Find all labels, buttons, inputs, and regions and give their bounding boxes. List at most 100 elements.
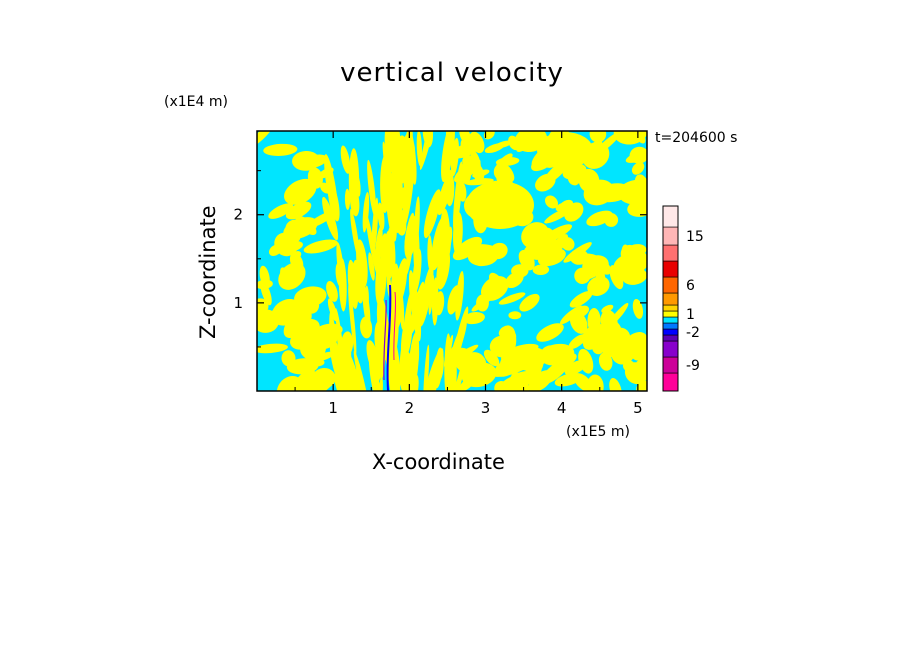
positive-velocity-patch [545, 195, 558, 209]
positive-velocity-patch [394, 207, 407, 236]
colorbar-tick-label: 6 [686, 278, 695, 294]
positive-velocity-patch [375, 256, 387, 307]
positive-velocity-patch [636, 380, 647, 391]
positive-velocity-patch [461, 362, 497, 388]
positive-velocity-patch [596, 183, 631, 203]
colorbar-swatch [662, 328, 679, 336]
colorbar-swatch [662, 226, 679, 246]
positive-velocity-patch [444, 169, 455, 207]
positive-velocity-patch [268, 244, 283, 256]
positive-velocity-patch [362, 191, 370, 233]
positive-velocity-patch [404, 215, 418, 259]
positive-velocity-patch [427, 235, 433, 270]
colorbar: 15 6 1 -2 -9 [662, 205, 704, 392]
positive-velocity-patch [416, 131, 423, 167]
positive-velocity-patch [283, 217, 318, 240]
positive-velocity-patch [396, 135, 408, 160]
colorbar-tick-label: 15 [686, 229, 704, 245]
positive-velocity-patch [466, 181, 534, 229]
colorbar-swatch [662, 304, 679, 312]
colorbar-swatch [662, 244, 679, 262]
y-tick-label: 1 [233, 294, 243, 312]
positive-velocity-patch [498, 325, 513, 338]
positive-velocity-patch [494, 359, 518, 377]
positive-velocity-patch [563, 242, 592, 263]
positive-velocity-patch [422, 131, 434, 148]
positive-velocity-patch [419, 264, 434, 327]
positive-velocity-patch [604, 213, 619, 227]
positive-velocity-patch [344, 188, 351, 210]
positive-velocity-patch [460, 161, 472, 185]
positive-velocity-patch [495, 153, 513, 169]
positive-velocity-patch [459, 131, 471, 145]
positive-velocity-patch [613, 131, 647, 145]
positive-velocity-patch [303, 239, 338, 254]
strong-downdraft-streak [386, 284, 392, 391]
positive-velocity-patch [450, 137, 459, 177]
positive-velocity-patch [451, 306, 469, 371]
positive-velocity-patch [340, 145, 351, 174]
positive-velocity-patch [592, 341, 605, 355]
positive-velocity-patch [293, 369, 317, 391]
positive-velocity-patch [625, 249, 647, 273]
positive-velocity-patch [519, 293, 540, 312]
positive-velocity-patch [423, 344, 430, 391]
positive-velocity-patch [569, 290, 593, 308]
positive-velocity-patch [635, 358, 647, 370]
positive-velocity-patch [544, 206, 574, 224]
positive-velocity-patch [498, 292, 526, 305]
positive-velocity-patch [627, 197, 647, 217]
positive-velocity-patch [632, 298, 644, 319]
positive-velocity-patch [377, 202, 385, 231]
positive-velocity-patch [536, 323, 564, 342]
positive-velocity-patch [329, 336, 345, 387]
positive-velocity-patch [524, 355, 542, 379]
positive-velocity-patch [489, 242, 508, 260]
positive-velocity-patch [488, 272, 506, 294]
positive-velocity-patch [591, 277, 602, 288]
x-tick-label: 4 [557, 399, 567, 417]
positive-velocity-patch [578, 348, 594, 374]
positive-velocity-patch [448, 355, 457, 391]
x-unit-label: (x1E5 m) [566, 424, 630, 440]
positive-velocity-patch [364, 285, 369, 313]
positive-velocity-patch [312, 367, 336, 389]
colorbar-swatch [662, 322, 679, 330]
positive-velocity-patch [423, 189, 441, 239]
positive-velocity-patch [374, 225, 383, 269]
positive-velocity-patch [318, 167, 334, 179]
x-tick-label: 5 [633, 399, 643, 417]
positive-velocity-patch [578, 168, 600, 193]
positive-velocity-patch [293, 319, 314, 335]
positive-velocity-patch [401, 290, 413, 354]
colorbar-tick-label: 1 [686, 307, 695, 323]
positive-velocity-patch [387, 227, 396, 274]
positive-velocity-patch [282, 236, 299, 254]
positive-velocity-patch [398, 187, 408, 209]
y-tick-label: 2 [233, 206, 243, 224]
positive-velocity-patch [521, 222, 550, 249]
positive-velocity-patch [601, 304, 614, 313]
colorbar-frame [662, 205, 679, 392]
positive-velocity-patch [336, 242, 345, 290]
positive-velocity-patch [499, 163, 515, 182]
positive-velocity-patch [391, 168, 400, 191]
positive-velocity-patch [540, 224, 573, 243]
positive-velocity-patch [368, 252, 375, 281]
colorbar-swatch [662, 310, 679, 318]
positive-velocity-patch [453, 212, 463, 255]
positive-velocity-patch [284, 178, 317, 205]
x-axis-label: X-coordinate [372, 450, 505, 474]
positive-velocity-patch [366, 340, 380, 373]
positive-velocity-patch [631, 162, 645, 175]
positive-velocity-patch [463, 312, 485, 325]
colorbar-tick-label: -2 [686, 325, 700, 341]
positive-velocity-patch [537, 132, 593, 168]
positive-velocity-patch [412, 345, 420, 372]
positive-velocity-patch [351, 190, 360, 217]
positive-velocity-patch [367, 159, 377, 217]
positive-velocity-patch [489, 335, 514, 358]
positive-velocity-patch [532, 264, 550, 276]
positive-velocity-patch [609, 378, 622, 391]
